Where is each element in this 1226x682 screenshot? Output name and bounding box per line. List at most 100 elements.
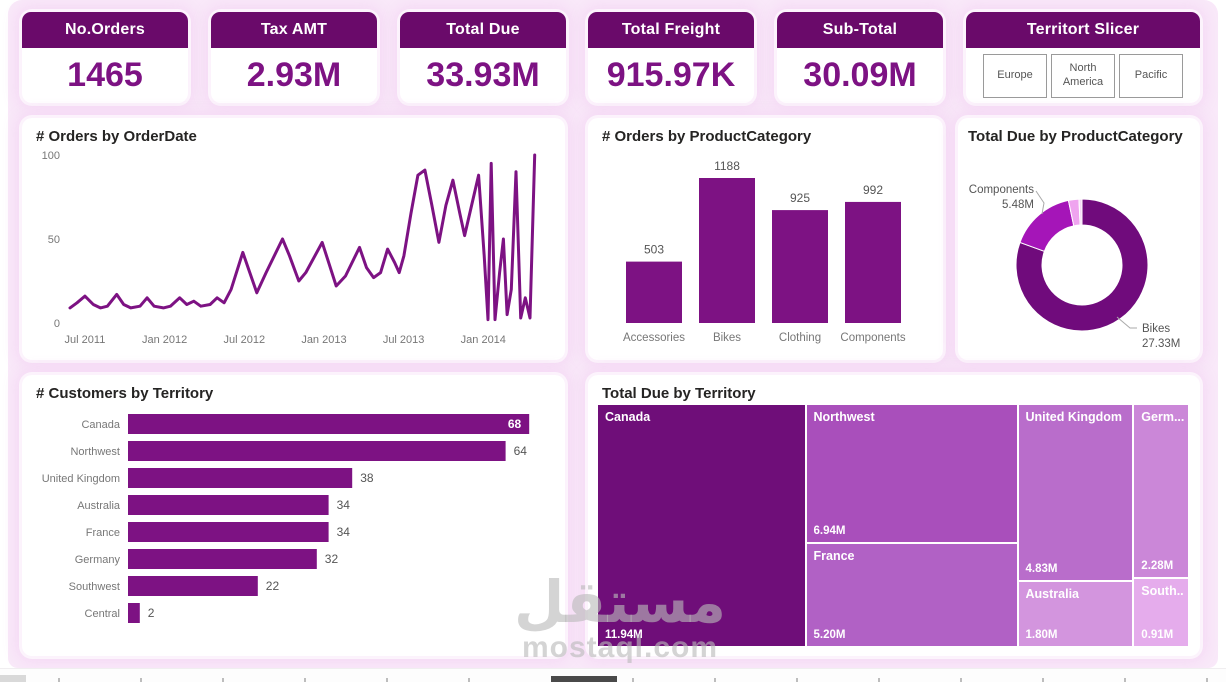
donut-slice-unlabeled[interactable] <box>1078 198 1083 226</box>
donut-value-bikes: 27.33M <box>1142 338 1180 350</box>
kpi-value-total-due: 33.93M <box>426 56 540 94</box>
bar-category-label: Bikes <box>713 332 741 344</box>
slicer-title: Territort Slicer <box>966 12 1200 48</box>
treemap-box-name: United Kingdom <box>1025 410 1123 424</box>
slicer-option-pacific[interactable]: Pacific <box>1119 53 1183 98</box>
slicer-option-north-america[interactable]: North America <box>1051 53 1115 98</box>
customers-by-territory-card: # Customers by Territory Canada 68 Northwe… <box>22 375 565 656</box>
treemap-box-united-kingdom[interactable]: United Kingdom 4.83M <box>1018 405 1133 580</box>
treemap-box-australia[interactable]: Australia 1.80M <box>1018 582 1133 646</box>
customers-by-territory-title: # Customers by Territory <box>36 385 214 402</box>
due-by-territory-card: Total Due by Territory Canada 11.94M North… <box>588 375 1200 656</box>
hbar-value-label: 22 <box>266 579 280 593</box>
donut-label-bikes: Bikes <box>1142 323 1170 335</box>
treemap-box-northwest[interactable]: Northwest 6.94M <box>806 405 1017 542</box>
kpi-card-no-orders: No.Orders 1465 <box>22 12 188 103</box>
territory-slicer-card: Territort Slicer Europe North America Pa… <box>966 12 1200 103</box>
bar-bikes[interactable] <box>699 178 755 323</box>
ruler-tick <box>1042 678 1044 682</box>
hbar-central[interactable] <box>128 603 140 623</box>
due-by-productcategory-title: Total Due by ProductCategory <box>968 128 1183 145</box>
treemap-box-value: 6.94M <box>813 524 846 537</box>
donut-slice-bikes[interactable] <box>1015 198 1149 332</box>
hbar-australia[interactable] <box>128 495 329 515</box>
treemap-box-france[interactable]: France 5.20M <box>806 543 1017 646</box>
y-axis-tick: 100 <box>42 150 60 162</box>
bar-category-label: Accessories <box>623 332 685 344</box>
ruler-tick <box>960 678 962 682</box>
hbar-united-kingdom[interactable] <box>128 468 353 488</box>
hbar-france[interactable] <box>128 522 329 542</box>
hbar-value-label: 64 <box>514 444 528 458</box>
bar-value-label: 1188 <box>714 159 740 173</box>
hbar-category-label: Northwest <box>70 446 120 458</box>
due-by-productcategory-card: Total Due by ProductCategory Components 5… <box>958 118 1200 360</box>
treemap-box-south-[interactable]: South... 0.91M <box>1134 578 1188 646</box>
ruler-tick <box>796 678 798 682</box>
bar-value-label: 925 <box>790 191 810 205</box>
slicer-option-europe[interactable]: Europe <box>983 53 1047 98</box>
kpi-card-tax-amt: Tax AMT 2.93M <box>211 12 377 103</box>
hbar-germany[interactable] <box>128 549 317 569</box>
ruler-tick <box>304 678 306 682</box>
hbar-category-label: Canada <box>81 419 120 431</box>
hbar-category-label: Australia <box>77 500 121 512</box>
hbar-value-label: 68 <box>508 417 522 431</box>
report-canvas: No.Orders 1465 Tax AMT 2.93M Total Due 3… <box>8 0 1218 668</box>
treemap-box-name: Australia <box>1025 587 1080 601</box>
treemap-box-value: 2.28M <box>1141 559 1174 572</box>
kpi-value-sub-total: 30.09M <box>803 56 917 94</box>
ruler-tick <box>1124 678 1126 682</box>
treemap-box-value: 1.80M <box>1025 629 1058 641</box>
y-axis-tick: 0 <box>54 318 60 330</box>
ruler-tick <box>58 678 60 682</box>
orders-by-orderdate-title: # Orders by OrderDate <box>36 128 197 145</box>
slicer-buttons: Europe North America Pacific <box>966 48 1200 103</box>
hbar-category-label: France <box>86 527 120 539</box>
treemap-box-germ-[interactable]: Germ... 2.28M <box>1134 405 1188 577</box>
hbar-category-label: United Kingdom <box>42 473 120 485</box>
hbar-value-label: 34 <box>337 498 351 512</box>
kpi-card-total-freight: Total Freight 915.97K <box>588 12 754 103</box>
x-axis-tick: Jul 2011 <box>65 334 106 346</box>
orders-by-orderdate-line-chart: 100 50 0 Jul 2011 Jan 2012 Jul 2012 Jan 2013 Ju… <box>22 145 565 362</box>
bar-components[interactable] <box>845 201 901 323</box>
scrollbar-thumb[interactable] <box>551 676 617 682</box>
x-axis-tick: Jan 2012 <box>142 334 187 346</box>
kpi-title-no-orders: No.Orders <box>22 12 188 48</box>
bar-value-label: 503 <box>644 243 664 257</box>
x-axis-tick: Jul 2013 <box>383 334 425 346</box>
x-axis-tick: Jan 2014 <box>461 334 506 346</box>
hbar-southwest[interactable] <box>128 576 258 596</box>
orders-by-productcategory-title: # Orders by ProductCategory <box>602 128 812 145</box>
kpi-title-total-due: Total Due <box>400 12 566 48</box>
hbar-category-label: Germany <box>75 554 121 566</box>
treemap-box-name: South... <box>1141 583 1184 598</box>
hbar-northwest[interactable] <box>128 441 506 461</box>
donut-callout-line <box>1116 316 1137 329</box>
customers-by-territory-bar-chart: Canada 68 Northwest 64 United Kingdom 38 Austr… <box>22 402 565 655</box>
ruler-tick <box>714 678 716 682</box>
y-axis-tick: 50 <box>48 234 60 246</box>
treemap-box-name: France <box>813 548 855 563</box>
ruler-tick <box>222 678 224 682</box>
orders-by-orderdate-card: # Orders by OrderDate 100 50 0 Jul 2011 Jan … <box>22 118 565 360</box>
treemap-box-canada[interactable]: Canada 11.94M <box>598 405 805 646</box>
ruler-tick <box>1206 678 1208 682</box>
orders-by-productcategory-bar-chart: 503 Accessories 1188 Bikes 925 Clothing 992 Com… <box>588 145 943 362</box>
treemap-box-name: Germ... <box>1141 410 1184 424</box>
treemap-box-name: Canada <box>605 410 651 424</box>
bar-clothing[interactable] <box>772 210 828 323</box>
kpi-card-total-due: Total Due 33.93M <box>400 12 566 103</box>
kpi-value-no-orders: 1465 <box>67 56 143 94</box>
hbar-value-label: 34 <box>337 525 351 539</box>
hbar-category-label: Central <box>85 608 120 620</box>
orders-line-series[interactable] <box>68 153 537 322</box>
kpi-value-tax-amt: 2.93M <box>246 56 342 94</box>
x-axis-tick: Jan 2013 <box>301 334 346 346</box>
treemap-box-value: 5.20M <box>813 628 846 641</box>
donut-callout-line <box>1035 190 1045 215</box>
hbar-canada[interactable] <box>128 414 530 434</box>
bar-accessories[interactable] <box>626 261 682 323</box>
bottom-scrollbar <box>0 668 1226 682</box>
